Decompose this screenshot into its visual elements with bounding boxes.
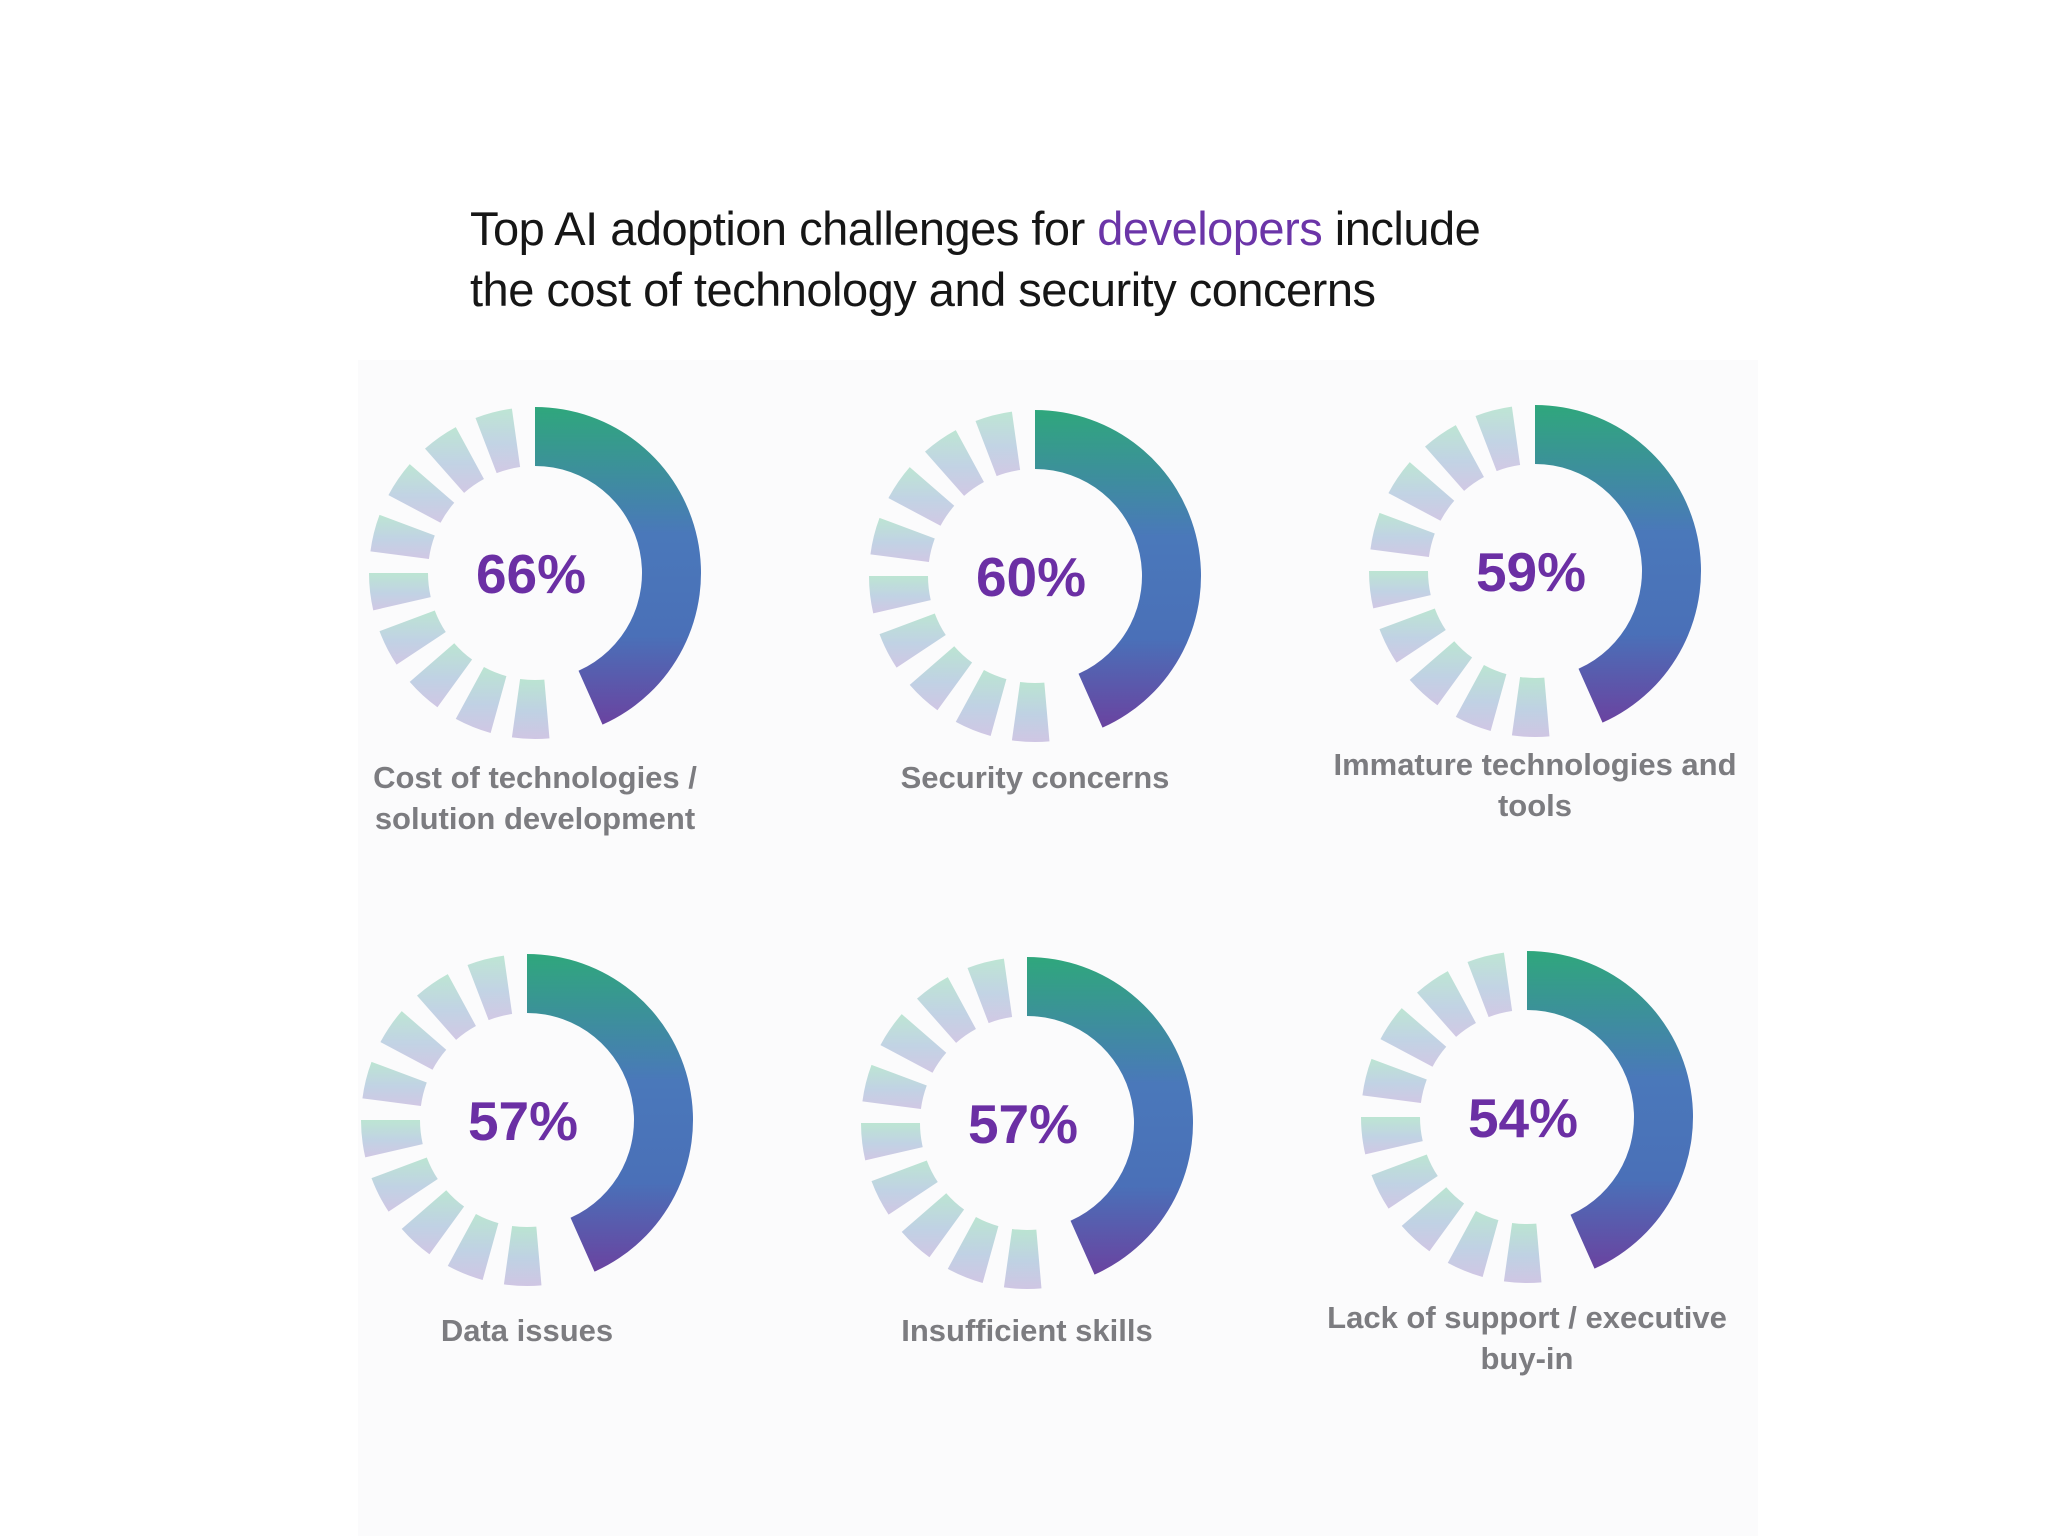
category-label: Security concerns bbox=[775, 757, 1295, 798]
donut-4: 57% bbox=[360, 954, 694, 1286]
donut-dash-segment bbox=[870, 517, 935, 563]
donut-dash-segment bbox=[1371, 1154, 1438, 1209]
donut-dash-segment bbox=[409, 643, 473, 708]
page-title: Top AI adoption challenges for developer… bbox=[470, 198, 1770, 320]
donut-dash-segment bbox=[1379, 608, 1446, 663]
donut-dash-segment bbox=[925, 430, 984, 496]
donut-dash-segment bbox=[975, 411, 1021, 477]
donut-dash-segment bbox=[917, 977, 976, 1043]
donut-value-arc bbox=[535, 406, 702, 725]
donut-5: 57% bbox=[861, 957, 1194, 1289]
donut-percent-label: 57% bbox=[468, 1090, 578, 1152]
category-label-line: Cost of technologies / bbox=[373, 760, 697, 795]
donut-dash-segment bbox=[1370, 512, 1435, 558]
category-label: Cost of technologies / solution developme… bbox=[275, 757, 795, 839]
donut-dash-segment bbox=[447, 1214, 499, 1280]
donut-dash-segment bbox=[503, 1225, 542, 1286]
donut-percent-label: 66% bbox=[476, 543, 586, 605]
category-label-line: buy-in bbox=[1480, 1341, 1574, 1376]
donut-2: 60% bbox=[868, 409, 1202, 742]
donut-dash-segment bbox=[862, 1064, 927, 1110]
donut-dash-segment bbox=[1388, 462, 1455, 521]
donut-dash-segment bbox=[909, 646, 973, 711]
donut-value-arc bbox=[1527, 951, 1694, 1269]
donut-dash-segment bbox=[1475, 406, 1521, 472]
title-text-after: include bbox=[1322, 202, 1481, 255]
donut-dash-segment bbox=[1467, 952, 1513, 1018]
donut-dash-segment bbox=[401, 1190, 465, 1255]
donut-dash-segment bbox=[1503, 1222, 1542, 1283]
category-label-line: Immature technologies and bbox=[1333, 747, 1737, 782]
donut-dash-segment bbox=[380, 1011, 447, 1070]
donut-dash-segment bbox=[370, 514, 435, 560]
category-label: Immature technologies and tools bbox=[1275, 744, 1795, 826]
donut-dash-segment bbox=[1362, 1058, 1427, 1104]
donut-dash-segment bbox=[871, 1160, 938, 1215]
donut-dash-segment bbox=[371, 1157, 438, 1212]
donut-percent-label: 57% bbox=[968, 1093, 1078, 1155]
donut-dash-segment bbox=[388, 464, 455, 523]
donut-dash-segment bbox=[455, 667, 507, 733]
category-label-line: Insufficient skills bbox=[901, 1313, 1153, 1348]
donut-dash-segment bbox=[475, 408, 521, 474]
donut-dash-segment bbox=[1455, 665, 1507, 731]
donut-dash-segment bbox=[879, 613, 946, 668]
donut-dash-segment bbox=[955, 670, 1007, 736]
donut-percent-label: 60% bbox=[976, 546, 1086, 608]
category-label-line: Lack of support / executive bbox=[1327, 1300, 1727, 1335]
donut-dash-segment bbox=[1361, 1117, 1423, 1155]
title-highlight: developers bbox=[1097, 202, 1323, 255]
chart-panel bbox=[358, 360, 1758, 1536]
donut-dash-segment bbox=[1417, 971, 1476, 1037]
donut-value-arc bbox=[1027, 957, 1194, 1275]
donut-dash-segment bbox=[901, 1193, 965, 1258]
donut-dash-segment bbox=[417, 974, 476, 1040]
donut-value-arc bbox=[527, 954, 694, 1272]
donut-dash-segment bbox=[868, 576, 931, 614]
donut-dash-segment bbox=[1511, 676, 1550, 737]
donut-dash-segment bbox=[1425, 425, 1484, 491]
category-label-line: Security concerns bbox=[900, 760, 1170, 795]
donut-dash-segment bbox=[511, 678, 550, 739]
title-text-before: Top AI adoption challenges for bbox=[470, 202, 1098, 255]
donut-6: 54% bbox=[1361, 951, 1694, 1283]
category-label: Data issues bbox=[267, 1310, 787, 1351]
donut-dash-segment bbox=[861, 1123, 923, 1161]
donut-dash-segment bbox=[467, 955, 513, 1021]
donut-value-arc bbox=[1035, 409, 1202, 728]
donut-3: 59% bbox=[1369, 405, 1702, 737]
donut-dash-segment bbox=[1401, 1187, 1465, 1252]
donut-dash-segment bbox=[362, 1061, 427, 1107]
donut-dash-segment bbox=[1011, 681, 1050, 742]
category-label-line: tools bbox=[1497, 788, 1573, 823]
donut-dash-segment bbox=[1003, 1228, 1042, 1289]
donut-dash-segment bbox=[360, 1120, 423, 1158]
donut-dash-segment bbox=[880, 1014, 947, 1073]
donut-dash-segment bbox=[1447, 1211, 1499, 1277]
donut-percent-label: 59% bbox=[1476, 541, 1586, 603]
donut-dash-segment bbox=[888, 467, 955, 526]
donut-1: 66% bbox=[369, 406, 702, 739]
donut-dash-segment bbox=[369, 573, 431, 611]
donut-dash-segment bbox=[1380, 1008, 1447, 1067]
category-label: Insufficient skills bbox=[767, 1310, 1287, 1351]
category-label: Lack of support / executive buy-in bbox=[1267, 1297, 1787, 1379]
donut-value-arc bbox=[1535, 405, 1702, 723]
donut-dash-segment bbox=[379, 610, 446, 665]
category-label-line: Data issues bbox=[440, 1313, 614, 1348]
donut-dash-segment bbox=[425, 427, 484, 493]
title-line-2: the cost of technology and security conc… bbox=[470, 263, 1376, 316]
category-label-line: solution development bbox=[374, 801, 696, 836]
donut-dash-segment bbox=[967, 958, 1013, 1024]
donut-dash-segment bbox=[947, 1217, 999, 1283]
donut-dash-segment bbox=[1409, 641, 1473, 706]
donut-percent-label: 54% bbox=[1468, 1087, 1578, 1149]
donut-dash-segment bbox=[1369, 571, 1431, 609]
